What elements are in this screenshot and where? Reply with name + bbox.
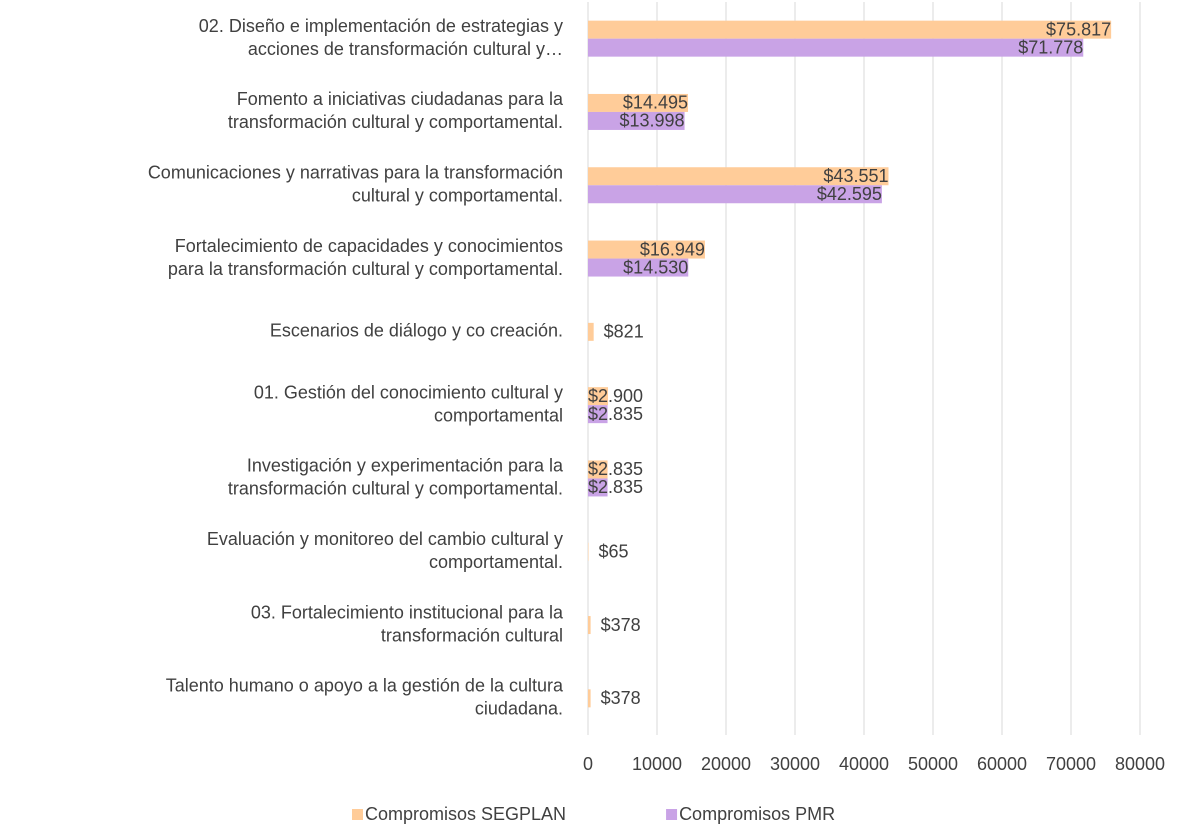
x-tick-label: 60000 xyxy=(977,754,1027,774)
value-label: $2.900 xyxy=(588,386,643,406)
category-label: ciudadana. xyxy=(475,699,563,719)
x-tick-label: 40000 xyxy=(839,754,889,774)
bar xyxy=(588,405,608,424)
value-label: $13.998 xyxy=(620,111,685,131)
category-label: para la transformación cultural y compor… xyxy=(168,259,563,279)
value-label: $378 xyxy=(601,688,641,708)
value-label: $2.835 xyxy=(588,459,643,479)
value-label: $71.778 xyxy=(1018,37,1083,57)
x-tick-label: 20000 xyxy=(701,754,751,774)
value-label: $378 xyxy=(601,615,641,635)
bar xyxy=(588,167,889,186)
legend-swatch xyxy=(352,809,363,820)
category-label: transformación cultural y comportamental… xyxy=(228,479,563,499)
category-label: Escenarios de diálogo y co creación. xyxy=(270,321,563,341)
category-label: comportamental xyxy=(434,405,563,425)
category-label: transformación cultural xyxy=(381,625,563,645)
value-label: $75.817 xyxy=(1046,19,1111,39)
legend-label: Compromisos SEGPLAN xyxy=(365,804,566,824)
x-tick-label: 10000 xyxy=(632,754,682,774)
bar xyxy=(588,240,705,259)
bar xyxy=(588,38,1084,57)
category-label: 02. Diseño e implementación de estrategi… xyxy=(199,16,563,36)
category-label: Comunicaciones y narrativas para la tran… xyxy=(148,163,563,183)
bar xyxy=(588,185,882,204)
category-label: transformación cultural y comportamental… xyxy=(228,112,563,132)
legend-swatch xyxy=(666,809,678,820)
value-label: $43.551 xyxy=(823,166,888,186)
category-label: comportamental. xyxy=(429,552,563,572)
value-label: $2.835 xyxy=(588,404,643,424)
legend-label: Compromisos PMR xyxy=(679,804,835,824)
category-label: Talento humano o apoyo a la gestión de l… xyxy=(166,676,564,696)
x-tick-label: 50000 xyxy=(908,754,958,774)
bar xyxy=(588,387,609,406)
value-label: $16.949 xyxy=(640,239,705,259)
bar xyxy=(588,616,591,635)
x-tick-label: 0 xyxy=(583,754,593,774)
value-label: $821 xyxy=(604,322,644,342)
category-label: 01. Gestión del conocimiento cultural y xyxy=(254,382,563,402)
category-label: acciones de transformación cultural y… xyxy=(248,39,563,59)
x-tick-label: 30000 xyxy=(770,754,820,774)
bar xyxy=(588,689,591,708)
value-label: $14.530 xyxy=(623,257,688,277)
bar xyxy=(588,460,608,479)
bar xyxy=(588,478,608,497)
bar xyxy=(588,258,689,277)
bar xyxy=(588,111,685,130)
category-label: Fomento a iniciativas ciudadanas para la xyxy=(237,89,564,109)
value-label: $14.495 xyxy=(623,93,688,113)
category-label: 03. Fortalecimiento institucional para l… xyxy=(251,602,564,622)
value-label: $2.835 xyxy=(588,477,643,497)
bar xyxy=(588,322,594,341)
bar xyxy=(588,20,1112,39)
category-label: Investigación y experimentación para la xyxy=(247,456,564,476)
x-tick-label: 80000 xyxy=(1115,754,1165,774)
category-label: Evaluación y monitoreo del cambio cultur… xyxy=(207,529,563,549)
value-label: $65 xyxy=(598,542,628,562)
x-tick-label: 70000 xyxy=(1046,754,1096,774)
value-label: $42.595 xyxy=(817,184,882,204)
bar xyxy=(588,93,689,112)
category-label: cultural y comportamental. xyxy=(352,186,563,206)
category-label: Fortalecimiento de capacidades y conocim… xyxy=(175,236,563,256)
